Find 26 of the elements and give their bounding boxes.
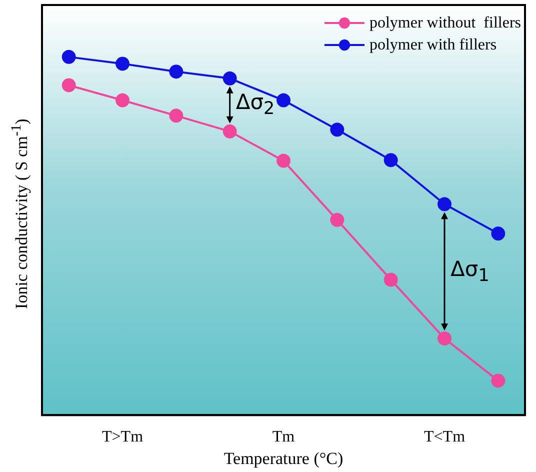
point [276, 154, 290, 168]
point [276, 93, 290, 108]
legend-label: polymer with fillers [369, 36, 497, 54]
legend-label: polymer without fillers [369, 14, 521, 32]
x-tick-label: Tm [272, 428, 296, 446]
point [491, 374, 506, 388]
point [491, 226, 506, 241]
point [116, 93, 130, 108]
point [169, 64, 184, 79]
point [116, 56, 130, 71]
point [384, 272, 398, 287]
point [62, 78, 76, 92]
point [438, 331, 452, 346]
point [330, 212, 344, 227]
point [169, 108, 184, 123]
x-axis-title: Temperature (°C) [224, 449, 344, 468]
point [222, 71, 237, 86]
point [222, 124, 237, 138]
point [62, 50, 76, 64]
annotation: Δσ$_{1}$ [450, 256, 490, 286]
x-tick-label: T<Tm [424, 428, 466, 446]
point [330, 122, 344, 137]
point [384, 153, 398, 168]
annotation: Δσ$_{2}$ [236, 90, 275, 120]
point [438, 197, 452, 212]
x-tick-label: T>Tm [102, 428, 144, 446]
